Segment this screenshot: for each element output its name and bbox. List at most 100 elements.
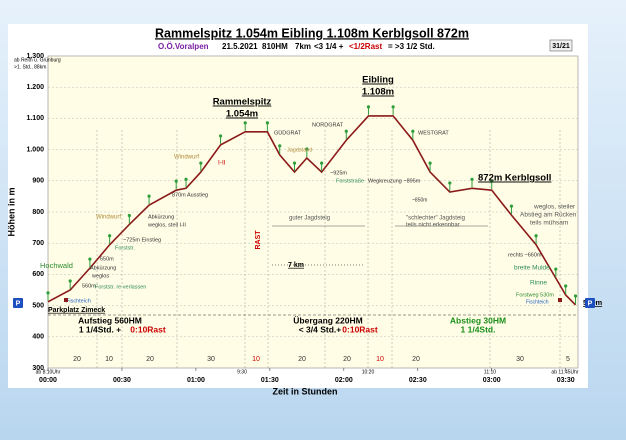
x-axis-label: Zeit in Stunden — [273, 386, 338, 396]
segment-label: 5 — [566, 356, 570, 363]
x-tick-label: 00:30 — [113, 377, 131, 384]
summary: Aufstieg 560HM — [78, 315, 142, 325]
tree-crown — [391, 105, 395, 109]
pond — [558, 298, 562, 302]
annotation: Jagdstand — [287, 147, 312, 153]
summary: 0:10Rast — [342, 324, 378, 334]
x-tick-label: 02:30 — [409, 377, 427, 384]
annotation: weglos, steil I-II — [147, 222, 186, 228]
tree-crown — [366, 105, 371, 109]
annotation: Forststraße — [336, 178, 364, 184]
annotation: Fischteich — [526, 299, 549, 305]
subtitle: <3 1/4 + — [314, 42, 344, 51]
tree-crown — [243, 121, 247, 125]
tree-crown — [199, 161, 203, 165]
x-tick-label: 02:00 — [335, 377, 353, 384]
tree-crown — [218, 134, 223, 138]
y-tick-label: 1.300 — [26, 53, 44, 60]
segment-label: 20 — [298, 356, 306, 363]
tree-crown — [278, 144, 282, 148]
tree-crown — [320, 161, 324, 165]
peak-label: Eibling — [362, 75, 394, 86]
segment-label: 20 — [343, 356, 351, 363]
time-mark: 10:20 — [362, 369, 375, 375]
summary: Abstieg 30HM — [450, 315, 506, 325]
y-tick-label: 1.000 — [26, 146, 44, 153]
y-axis-label: Höhen in m — [6, 188, 16, 237]
segment-label: 10 — [376, 356, 384, 363]
time-mark: ab 11:45Uhr — [551, 369, 578, 375]
y-tick-label: 300 — [32, 365, 44, 372]
parking: P — [588, 300, 593, 307]
annotation: I-II — [218, 160, 226, 167]
time-mark: 9:30 — [237, 369, 247, 375]
subtitle: O.Ö.Voralpen — [158, 42, 209, 51]
annotation: 7 km — [288, 262, 304, 269]
segment-label: 10 — [105, 356, 113, 363]
badge-box — [549, 39, 573, 52]
tree-crown — [305, 147, 309, 151]
annotation: Fischteich — [66, 298, 91, 304]
peak-label: 1.054m — [226, 109, 258, 120]
annotation: Forststr. re verlassen — [95, 284, 146, 290]
y-tick-label: 900 — [32, 178, 44, 185]
annotation: Rinne — [530, 280, 547, 287]
annotation: Windwurf — [96, 215, 121, 221]
tree-crown — [573, 294, 578, 298]
parking-box — [585, 298, 595, 308]
tree-crown — [470, 177, 474, 181]
annotation: teils nicht erkennbar — [406, 223, 460, 229]
annotation: rechts ~660m — [508, 252, 542, 258]
badge: 31/21 — [552, 43, 570, 50]
tree-crown — [490, 179, 494, 183]
subtitle: 810HM — [262, 42, 288, 51]
tree-crown — [292, 161, 297, 165]
annotation: Windwurf — [174, 155, 199, 161]
subtitle: = >3 1/2 Std. — [388, 42, 435, 51]
tree-crown — [448, 181, 452, 185]
summary: 0:10Rast — [130, 324, 166, 334]
tree-crown — [68, 279, 72, 283]
tree-crown — [108, 234, 112, 238]
annotation: NORDGRAT — [312, 122, 344, 128]
annotation: teils mühsam — [530, 220, 568, 227]
tree-crown — [46, 291, 50, 295]
annotation: Forststr. — [115, 245, 135, 251]
annotation: breite Mulde — [514, 265, 550, 272]
segment-label: 10 — [252, 356, 260, 363]
summary: 1 1/4Std. — [461, 324, 496, 334]
summary: Übergang 220HM — [293, 315, 362, 325]
tree-crown — [509, 204, 514, 208]
peak-label: Rammelspitz — [213, 97, 272, 108]
annotation: Parkplatz Zimeck — [48, 307, 105, 314]
annotation: 560m — [82, 283, 96, 289]
info: ab Reith u. Grünburg — [14, 57, 61, 63]
tree-crown — [265, 121, 269, 125]
y-tick-label: 800 — [32, 209, 44, 216]
summary: 1 1/4Std. + — [79, 324, 121, 334]
tree-crown — [344, 129, 348, 133]
annotation: Abkürzung — [90, 265, 116, 271]
y-tick-label: 500 — [32, 302, 44, 309]
tree-crown — [184, 177, 188, 181]
x-tick-label: 03:00 — [483, 377, 501, 384]
tree-crown — [147, 194, 151, 198]
info: >1. Std., 88km — [14, 64, 46, 70]
x-tick-label: 01:00 — [187, 377, 205, 384]
segment-label: 20 — [146, 356, 154, 363]
annotation: GÜDGRAT — [274, 129, 302, 136]
annotation: Abkürzung — [148, 214, 174, 220]
peak-label: 872m Kerblgsoll — [478, 173, 551, 184]
annotation: Forstweg 530m — [516, 292, 554, 298]
profile-line — [47, 115, 577, 306]
y-tick-label: 1.100 — [26, 115, 44, 122]
y-tick-label: 1.200 — [26, 84, 44, 91]
segment-label: 30 — [207, 356, 215, 363]
parking-box — [13, 298, 23, 308]
segment-label: 20 — [73, 356, 81, 363]
summary: < 3/4 Std.+ — [299, 324, 342, 334]
peak-label: 1.108m — [362, 87, 394, 98]
pond — [64, 298, 68, 302]
annotation: ~925m — [330, 170, 347, 176]
